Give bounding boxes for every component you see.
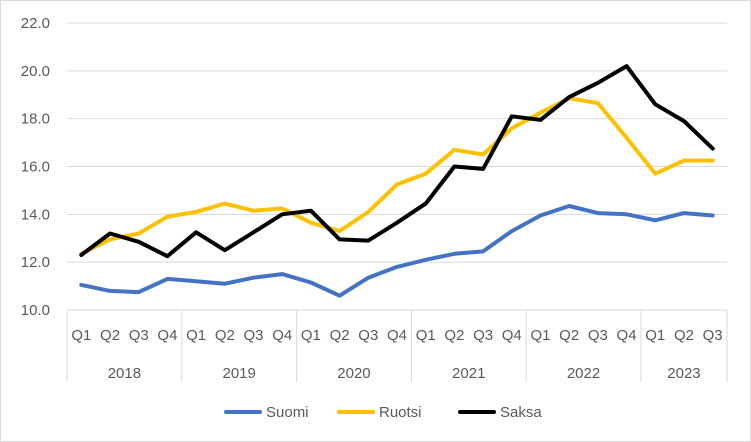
x-tick-label: Q4 (157, 327, 177, 344)
x-tick-label: Q4 (502, 327, 522, 344)
x-tick-label: Q1 (530, 327, 550, 344)
x-tick-label: Q3 (129, 327, 149, 344)
x-tick-label: Q2 (559, 327, 579, 344)
series-line-saksa (79, 64, 715, 259)
legend-label-ruotsi: Ruotsi (379, 404, 422, 421)
x-tick-label: Q1 (301, 327, 321, 344)
x-tick-label: Q4 (387, 327, 407, 344)
series-lines (79, 64, 715, 298)
x-tick-label: Q1 (416, 327, 436, 344)
x-tick-label: Q2 (100, 327, 120, 344)
y-tick-label: 18.0 (21, 111, 50, 128)
x-tick-label: Q3 (358, 327, 378, 344)
y-tick-label: 22.0 (21, 15, 50, 32)
x-tick-label: Q4 (617, 327, 637, 344)
x-group-label: 2021 (452, 365, 485, 382)
x-tick-label: Q3 (244, 327, 264, 344)
x-group-label: 2020 (337, 365, 370, 382)
y-tick-label: 10.0 (21, 302, 50, 319)
x-tick-label: Q1 (186, 327, 206, 344)
x-group-label: 2018 (108, 365, 141, 382)
x-axis: Q1 Q2 Q3 Q4 Q1 Q2 Q3 Q4 Q1 Q2 Q3 Q4 Q1 Q2 Q3 Q4 Q1 Q2 Q3 Q4… (66, 309, 728, 382)
x-tick-label: Q3 (473, 327, 493, 344)
legend: Suomi Ruotsi Saksa (224, 404, 542, 421)
x-tick-label: Q4 (272, 327, 292, 344)
x-tick-label: Q2 (444, 327, 464, 344)
y-tick-label: 16.0 (21, 159, 50, 176)
legend-label-saksa: Saksa (500, 404, 542, 421)
series-line-suomi (79, 204, 715, 298)
series-line-ruotsi (79, 96, 715, 256)
x-tick-label: Q3 (588, 327, 608, 344)
x-tick-label: Q3 (703, 327, 723, 344)
x-tick-label: Q1 (645, 327, 665, 344)
x-tick-label: Q1 (71, 327, 91, 344)
x-group-label: 2023 (667, 365, 700, 382)
x-group-label: 2022 (567, 365, 600, 382)
y-tick-label: 20.0 (21, 63, 50, 80)
legend-label-suomi: Suomi (266, 404, 309, 421)
x-tick-label: Q2 (215, 327, 235, 344)
y-tick-label: 14.0 (21, 206, 50, 223)
x-tick-label: Q2 (674, 327, 694, 344)
x-tick-label: Q2 (330, 327, 350, 344)
y-tick-label: 12.0 (21, 254, 50, 271)
y-axis: 10.0 12.0 14.0 16.0 18.0 20.0 22.0 (21, 15, 50, 319)
x-group-label: 2019 (222, 365, 255, 382)
